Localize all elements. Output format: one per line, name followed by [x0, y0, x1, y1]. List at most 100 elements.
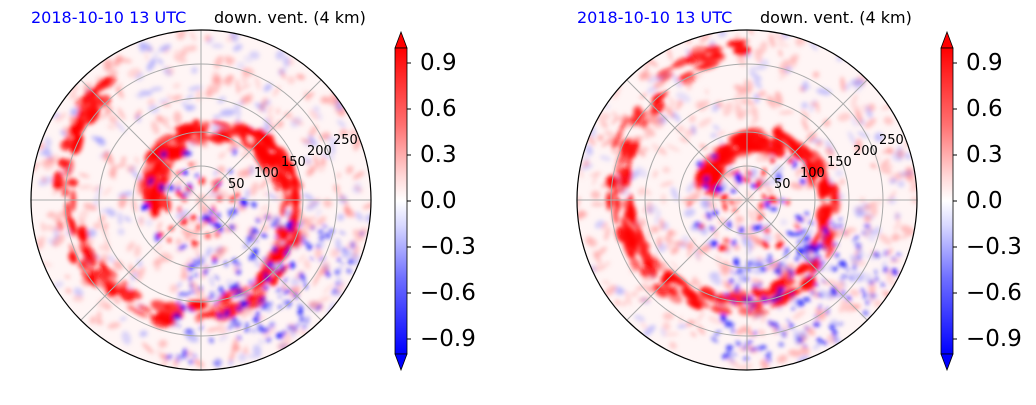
field-cell — [733, 353, 737, 357]
field-cell — [815, 282, 819, 288]
field-cell — [139, 90, 153, 96]
field-cell — [768, 194, 774, 204]
field-cell — [190, 214, 197, 221]
field-cell — [593, 250, 602, 265]
colorbar-tick-label: 0.9 — [420, 50, 457, 76]
field-cell — [160, 163, 172, 177]
field-cell — [864, 223, 871, 229]
radial-label-50: 50 — [774, 177, 791, 192]
field-cell — [282, 330, 292, 346]
field-cell — [284, 249, 290, 256]
field-cell — [789, 182, 804, 190]
field-cell — [795, 214, 804, 223]
field-cell — [102, 75, 117, 89]
field-cell — [317, 229, 324, 235]
field-cell — [846, 269, 851, 272]
field-cell — [44, 137, 52, 148]
field-cell — [730, 302, 744, 308]
field-cell — [602, 261, 611, 268]
field-cell — [269, 221, 275, 228]
field-cell — [883, 249, 889, 257]
field-cell — [863, 214, 872, 223]
field-cell — [330, 145, 336, 156]
field-cell — [786, 319, 791, 324]
field-cell — [816, 88, 832, 96]
colorbar-gradient — [940, 30, 957, 372]
field-cell — [113, 55, 123, 67]
field-cell — [107, 322, 121, 329]
field-cell — [97, 320, 104, 325]
field-cell — [749, 71, 762, 81]
field-cell — [299, 273, 305, 279]
field-cell — [274, 217, 281, 224]
field-cell — [754, 263, 759, 268]
field-cell — [248, 281, 254, 286]
field-cell — [657, 243, 667, 253]
field-cell — [249, 278, 258, 282]
field-cell — [629, 257, 641, 271]
field-cell — [219, 109, 236, 117]
field-cell — [183, 348, 187, 355]
field-cell — [808, 162, 817, 180]
field-cell — [331, 287, 337, 296]
field-cell — [747, 309, 770, 317]
field-cell — [675, 92, 691, 103]
field-cell — [784, 247, 789, 252]
field-cell — [738, 277, 745, 281]
field-cell — [841, 290, 846, 294]
field-cell — [749, 347, 758, 352]
field-cell — [180, 353, 189, 359]
field-cell — [763, 258, 770, 263]
field-cell — [166, 354, 170, 360]
field-cell — [775, 240, 784, 249]
colorbar-gradient — [394, 30, 411, 372]
field-cell — [109, 165, 117, 178]
field-cell — [315, 304, 322, 312]
field-cell — [211, 120, 232, 128]
field-cell — [776, 291, 783, 296]
field-cell — [251, 201, 257, 208]
field-cell — [749, 303, 755, 312]
field-cell — [890, 256, 897, 262]
field-cell — [854, 235, 859, 240]
field-cell — [799, 178, 806, 185]
field-cell — [118, 194, 127, 209]
field-cell — [758, 41, 768, 55]
field-cell — [770, 299, 790, 308]
field-cell — [686, 201, 693, 208]
field-cell — [324, 232, 332, 239]
field-cell — [834, 252, 840, 258]
field-cell — [672, 74, 682, 89]
field-cell — [156, 349, 167, 361]
field-cell — [766, 177, 779, 186]
field-cell — [74, 96, 87, 109]
field-cell — [840, 76, 846, 93]
field-cell — [824, 146, 835, 157]
field-cell — [725, 282, 733, 289]
field-cell — [826, 263, 833, 272]
field-cell — [188, 45, 197, 52]
field-cell — [722, 238, 731, 244]
field-cell — [730, 170, 735, 176]
field-cell — [176, 281, 182, 289]
field-cell — [103, 65, 118, 76]
field-cell — [320, 156, 327, 166]
field-cell — [70, 189, 76, 212]
field-cell — [214, 246, 226, 261]
field-cell — [830, 319, 838, 326]
field-cell — [691, 125, 696, 135]
field-cell — [238, 132, 248, 141]
field-cell — [339, 128, 348, 137]
field-cell — [728, 278, 734, 284]
field-cell — [809, 41, 818, 51]
field-cell — [167, 238, 172, 243]
colorbar-tick-label: 0.0 — [966, 188, 1003, 214]
field-cell — [302, 193, 315, 202]
field-cell — [765, 186, 773, 194]
field-cell — [642, 125, 656, 137]
field-cell — [737, 108, 750, 121]
field-cell — [249, 231, 255, 237]
field-cell — [191, 352, 198, 360]
field-cell — [158, 183, 166, 192]
title-variable: down. vent. (4 km) — [760, 8, 912, 27]
